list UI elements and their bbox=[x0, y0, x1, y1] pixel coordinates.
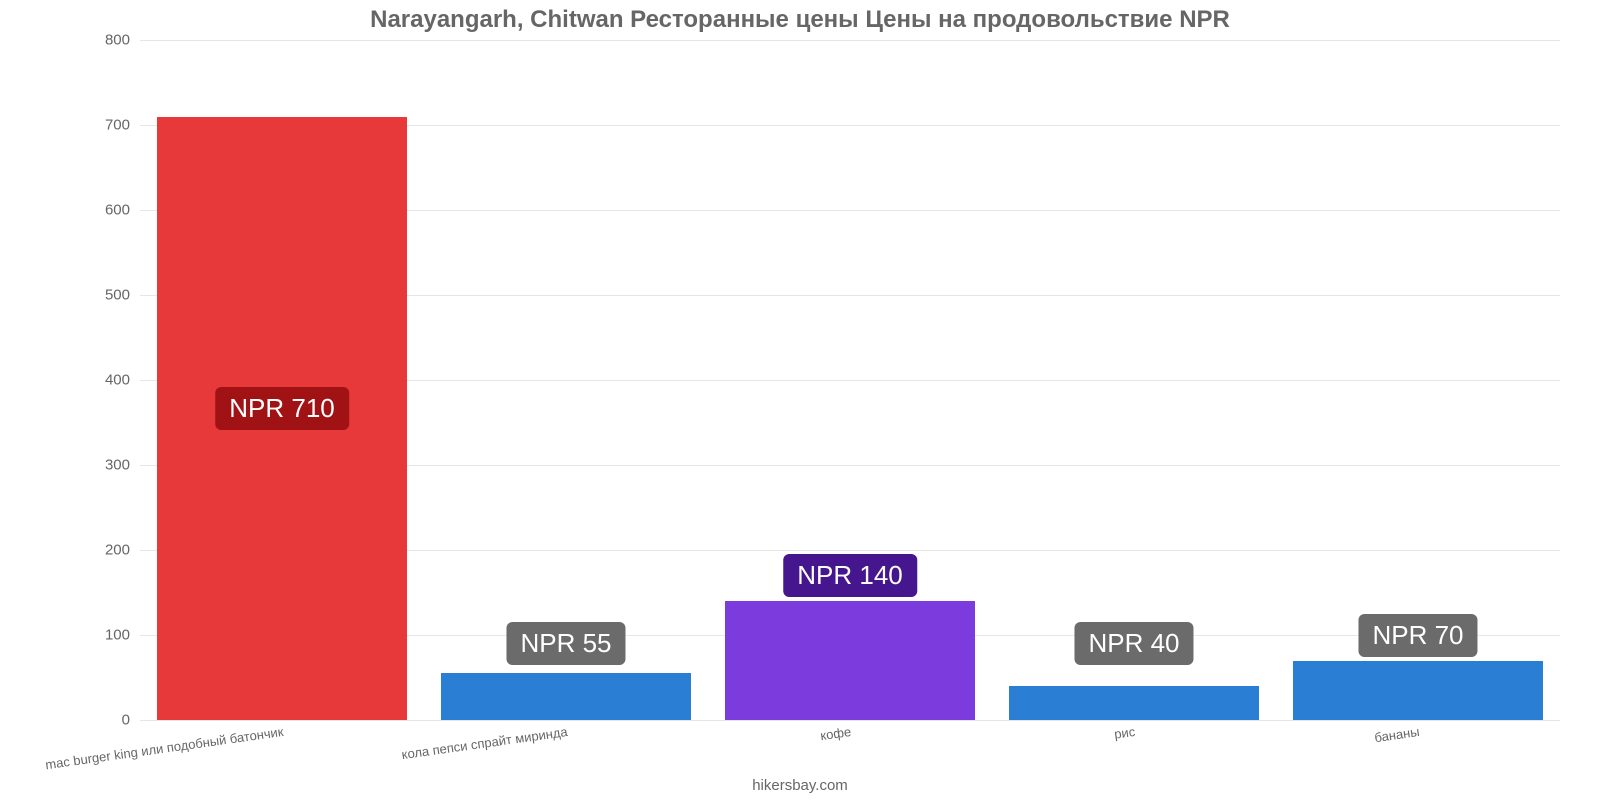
chart-title: Narayangarh, Chitwan Ресторанные цены Це… bbox=[0, 0, 1600, 40]
y-tick-label: 500 bbox=[105, 287, 130, 304]
value-badge: NPR 55 bbox=[506, 622, 625, 665]
x-tick-label: кола пепси спрайт миринда bbox=[400, 724, 568, 762]
bar bbox=[441, 673, 691, 720]
bar bbox=[1009, 686, 1259, 720]
gridline bbox=[140, 720, 1560, 721]
source-attribution: hikersbay.com bbox=[0, 777, 1600, 794]
y-tick-label: 800 bbox=[105, 32, 130, 49]
x-tick-label: рис bbox=[1113, 724, 1136, 742]
value-badge: NPR 710 bbox=[215, 387, 349, 430]
y-tick-label: 400 bbox=[105, 372, 130, 389]
bar bbox=[1293, 661, 1543, 721]
value-badge: NPR 70 bbox=[1358, 614, 1477, 657]
bar bbox=[725, 601, 975, 720]
x-tick-label: кофе bbox=[819, 724, 852, 743]
x-tick-label: бананы bbox=[1373, 724, 1420, 745]
y-tick-label: 300 bbox=[105, 457, 130, 474]
y-tick-label: 200 bbox=[105, 542, 130, 559]
value-badge: NPR 40 bbox=[1074, 622, 1193, 665]
x-axis-labels: mac burger king или подобный батончиккол… bbox=[140, 722, 1560, 762]
y-tick-label: 700 bbox=[105, 117, 130, 134]
y-tick-label: 600 bbox=[105, 202, 130, 219]
y-tick-label: 100 bbox=[105, 627, 130, 644]
x-tick-label: mac burger king или подобный батончик bbox=[44, 724, 284, 772]
value-badge: NPR 140 bbox=[783, 554, 917, 597]
y-tick-label: 0 bbox=[122, 712, 130, 729]
chart-plot-area: 0100200300400500600700800 NPR 710NPR 55N… bbox=[140, 40, 1560, 720]
